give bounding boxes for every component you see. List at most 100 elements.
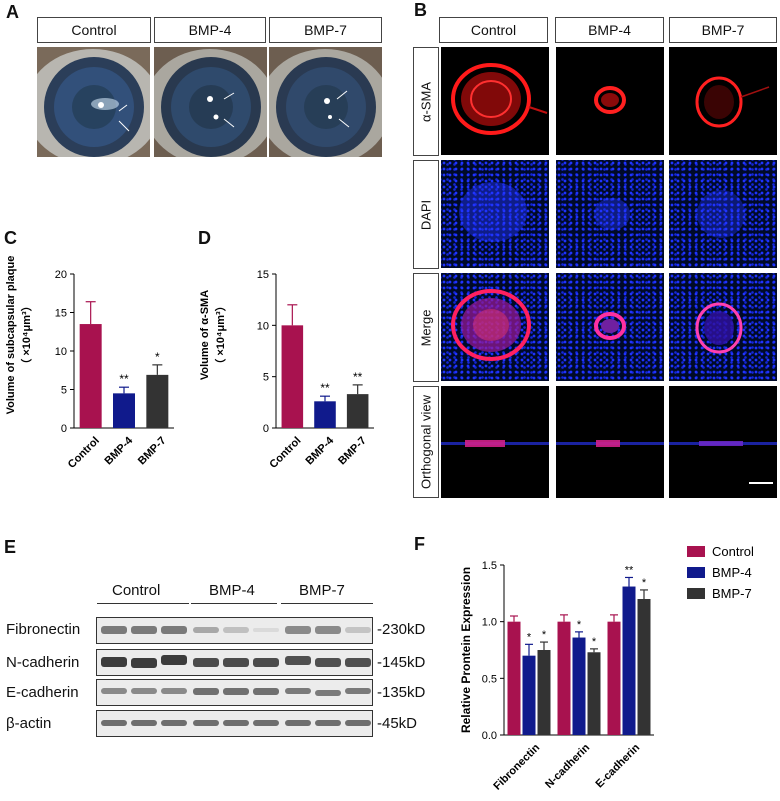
chart-f-significance: * xyxy=(542,629,547,641)
chart-d-ylabel-1: Volume of α-SMA xyxy=(199,290,211,380)
blot-strip-fibronectin xyxy=(96,617,373,644)
chart-f-bar xyxy=(572,637,586,735)
chart-f-significance: * xyxy=(592,636,597,648)
chart-f-xtick-label: N-cadherin xyxy=(543,742,592,791)
panel-label-a: A xyxy=(6,2,19,22)
header-bmp4-a: BMP-4 xyxy=(154,17,266,43)
row-label-orthogonal: Orthogonal view xyxy=(413,386,439,498)
chart-c-significance: * xyxy=(155,350,160,364)
chart-c-ytick-label: 0 xyxy=(61,423,67,435)
chart-f-significance: * xyxy=(527,631,532,643)
chart-f-bar xyxy=(522,655,536,735)
blot-strip-bactin xyxy=(96,710,373,737)
chart-f-bar xyxy=(557,621,571,735)
chart-c-bar xyxy=(79,324,102,428)
chart-c-ytick-label: 10 xyxy=(55,346,67,358)
scale-bar xyxy=(749,482,773,484)
chart-f-significance: * xyxy=(642,577,647,589)
chart-c-ylabel-1: Volume of subcapsular plaque xyxy=(5,256,17,415)
asma-image-bmp7 xyxy=(669,47,777,155)
chart-c-bar xyxy=(146,374,169,428)
chart-c-ytick-label: 20 xyxy=(55,269,67,281)
asma-image-bmp4 xyxy=(556,47,664,155)
chart-c-xtick-label: Control xyxy=(66,435,102,471)
chart-d-significance: ** xyxy=(353,370,363,384)
row-label-asma: α-SMA xyxy=(413,47,439,156)
chart-c-xtick-label: BMP-7 xyxy=(136,435,169,468)
chart-f-bar xyxy=(622,586,636,735)
chart-d-xtick-label: BMP-7 xyxy=(336,435,369,468)
orthogonal-image-bmp4 xyxy=(556,386,664,498)
chart-f-bar xyxy=(587,652,601,735)
blot-strip-ecadherin xyxy=(96,679,373,706)
chart-f-bar xyxy=(537,650,551,735)
row-label-merge: Merge xyxy=(413,273,439,382)
header-bmp7-b: BMP-7 xyxy=(669,17,777,43)
panel-label-b: B xyxy=(414,0,427,20)
blot-group-bmp4: BMP-4 xyxy=(209,582,255,599)
orthogonal-image-control xyxy=(441,386,549,498)
blot-label-ecadherin: E-cadherin xyxy=(6,684,79,701)
blot-label-bactin: β-actin xyxy=(6,715,52,732)
eye-photo-control xyxy=(37,47,150,157)
chart-d-ytick-label: 0 xyxy=(263,423,269,435)
blot-group-line-bmp4 xyxy=(191,603,277,604)
header-control-a: Control xyxy=(37,17,151,43)
blot-size-bactin: -45kD xyxy=(377,715,418,732)
eye-photo-bmp4 xyxy=(154,47,267,157)
chart-d-bar xyxy=(281,325,304,428)
chart-f-ytick-label: 1.0 xyxy=(482,617,497,629)
chart-f-legend-label: Control xyxy=(712,544,754,559)
panel-label-e: E xyxy=(4,537,17,557)
chart-f-bar xyxy=(507,621,521,735)
header-bmp4-b: BMP-4 xyxy=(555,17,664,43)
chart-d-ylabel-2: （ ×10⁴μm³） xyxy=(214,300,227,369)
chart-f-ytick-label: 0.0 xyxy=(482,730,497,742)
blot-size-ecadherin: -135kD xyxy=(377,684,426,701)
chart-d-ytick-label: 15 xyxy=(257,269,269,281)
chart-f-legend-swatch xyxy=(687,588,705,599)
blot-group-bmp7: BMP-7 xyxy=(299,582,345,599)
chart-f-legend-swatch xyxy=(687,546,705,557)
chart-f-bar xyxy=(637,599,651,735)
chart-c-ytick-label: 5 xyxy=(61,385,67,397)
blot-strip-ncadherin xyxy=(96,649,373,676)
chart-d-bar xyxy=(346,394,369,428)
chart-f-legend-label: BMP-4 xyxy=(712,565,752,580)
blot-size-ncadherin: -145kD xyxy=(377,654,426,671)
blot-label-fibronectin: Fibronectin xyxy=(6,621,81,638)
merge-image-control xyxy=(441,273,549,381)
chart-f-ytick-label: 1.5 xyxy=(482,560,497,572)
header-bmp7-a: BMP-7 xyxy=(269,17,382,43)
chart-d-significance: ** xyxy=(320,381,330,395)
chart-d-bar xyxy=(314,401,336,428)
row-label-dapi: DAPI xyxy=(413,160,439,269)
chart-c-significance: ** xyxy=(119,372,129,386)
dapi-image-bmp7 xyxy=(669,160,777,268)
blot-group-line-control xyxy=(97,603,189,604)
merge-image-bmp7 xyxy=(669,273,777,381)
panel-label-d: D xyxy=(198,228,211,248)
blot-size-fibronectin: -230kD xyxy=(377,621,426,638)
chart-d-ytick-label: 10 xyxy=(257,320,269,332)
blot-group-control: Control xyxy=(112,582,161,599)
chart-f-legend-label: BMP-7 xyxy=(712,586,752,601)
chart-f-ytick-label: 0.5 xyxy=(482,673,497,685)
chart-c-ylabel-2: （ ×10⁴μm³） xyxy=(20,300,33,369)
chart-f-legend-swatch xyxy=(687,567,705,578)
chart-c-xtick-label: BMP-4 xyxy=(103,434,136,467)
eye-photo-bmp7 xyxy=(269,47,382,157)
chart-c-bar xyxy=(113,393,135,428)
chart-d: Volume of α-SMA （ ×10⁴μm³） 0 5 10 15 Control… xyxy=(199,269,374,471)
panel-label-c: C xyxy=(4,228,17,248)
chart-f-xtick-label: E-cadherin xyxy=(594,742,643,791)
chart-d-xtick-label: BMP-4 xyxy=(304,434,337,467)
header-control-b: Control xyxy=(439,17,548,43)
chart-d-xtick-label: Control xyxy=(267,435,303,471)
merge-image-bmp4 xyxy=(556,273,664,381)
orthogonal-image-bmp7 xyxy=(669,386,777,498)
blot-group-line-bmp7 xyxy=(281,603,373,604)
chart-f-significance: ** xyxy=(625,564,634,576)
asma-image-control xyxy=(441,47,549,155)
chart-f: Relative Prontein Expression 0.0 0.5 1.0 1.… xyxy=(459,544,754,793)
